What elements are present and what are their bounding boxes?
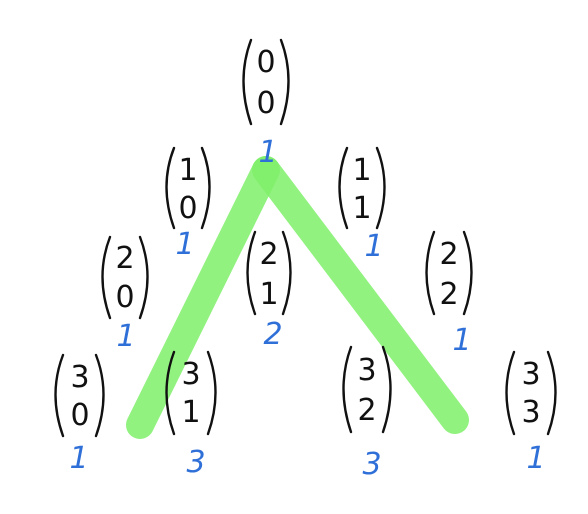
coefficient-n: 2 xyxy=(115,241,134,276)
coefficient-k: 0 xyxy=(70,398,89,433)
coefficient-n: 3 xyxy=(181,357,200,392)
coefficient-n: 3 xyxy=(70,360,89,395)
coefficient-n: 3 xyxy=(357,353,376,388)
left-paren xyxy=(246,230,257,316)
coefficient-value: 1 xyxy=(258,135,277,170)
right-paren xyxy=(375,146,386,230)
coefficient-2-1: 2 1 2 xyxy=(246,230,292,352)
coefficient-n: 1 xyxy=(352,153,371,188)
coefficient-3-0: 3 0 1 xyxy=(54,353,105,476)
coefficient-value: 1 xyxy=(364,229,383,264)
coefficient-value: 1 xyxy=(526,441,545,476)
coefficient-k: 0 xyxy=(256,86,275,121)
coefficient-3-2: 3 2 3 xyxy=(342,345,392,482)
coefficient-n: 3 xyxy=(521,357,540,392)
coefficient-n: 1 xyxy=(178,153,197,188)
coefficient-k: 0 xyxy=(115,280,134,315)
right-paren xyxy=(281,230,292,316)
left-paren xyxy=(505,350,516,436)
right-paren xyxy=(138,235,149,320)
right-paren xyxy=(279,38,290,126)
left-paren xyxy=(342,345,353,434)
highlight-stroke-group xyxy=(126,156,469,439)
coefficient-value: 1 xyxy=(452,323,471,358)
coefficient-value: 3 xyxy=(362,447,381,482)
coefficient-k: 1 xyxy=(352,191,371,226)
coefficient-value: 1 xyxy=(69,441,88,476)
left-paren xyxy=(165,350,176,436)
coefficient-n: 0 xyxy=(256,45,275,80)
coefficient-3-3: 3 3 1 xyxy=(505,350,557,476)
highlight-right-stroke xyxy=(252,156,469,434)
coefficient-2-0: 2 0 1 xyxy=(101,235,149,354)
left-paren xyxy=(242,38,253,126)
coefficient-value: 2 xyxy=(263,317,282,352)
coefficient-n: 2 xyxy=(439,237,458,272)
coefficient-1-1: 1 1 1 xyxy=(338,146,386,264)
coefficient-value: 3 xyxy=(186,445,205,480)
left-paren xyxy=(101,235,112,320)
right-paren xyxy=(381,345,392,434)
right-paren xyxy=(206,350,217,436)
right-paren xyxy=(200,146,211,230)
coefficient-0-0: 0 0 1 xyxy=(242,38,290,170)
coefficient-1-0: 1 0 1 xyxy=(165,146,211,262)
left-paren xyxy=(54,353,65,438)
coefficient-2-2: 2 2 1 xyxy=(425,230,473,358)
right-paren xyxy=(94,353,105,438)
highlight-left-stroke xyxy=(126,156,280,439)
coefficient-k: 1 xyxy=(181,395,200,430)
coefficient-value: 1 xyxy=(116,319,135,354)
left-paren xyxy=(338,146,349,230)
right-paren xyxy=(546,350,557,436)
coefficient-3-1: 3 1 3 xyxy=(165,350,217,480)
coefficient-k: 2 xyxy=(357,393,376,428)
right-paren xyxy=(462,230,473,316)
coefficient-k: 0 xyxy=(178,191,197,226)
coefficient-k: 1 xyxy=(259,277,278,312)
left-paren xyxy=(425,230,436,316)
coefficient-n: 2 xyxy=(259,237,278,272)
coefficient-value: 1 xyxy=(175,227,194,262)
coefficient-k: 2 xyxy=(439,277,458,312)
coefficient-k: 3 xyxy=(521,395,540,430)
left-paren xyxy=(165,146,176,230)
